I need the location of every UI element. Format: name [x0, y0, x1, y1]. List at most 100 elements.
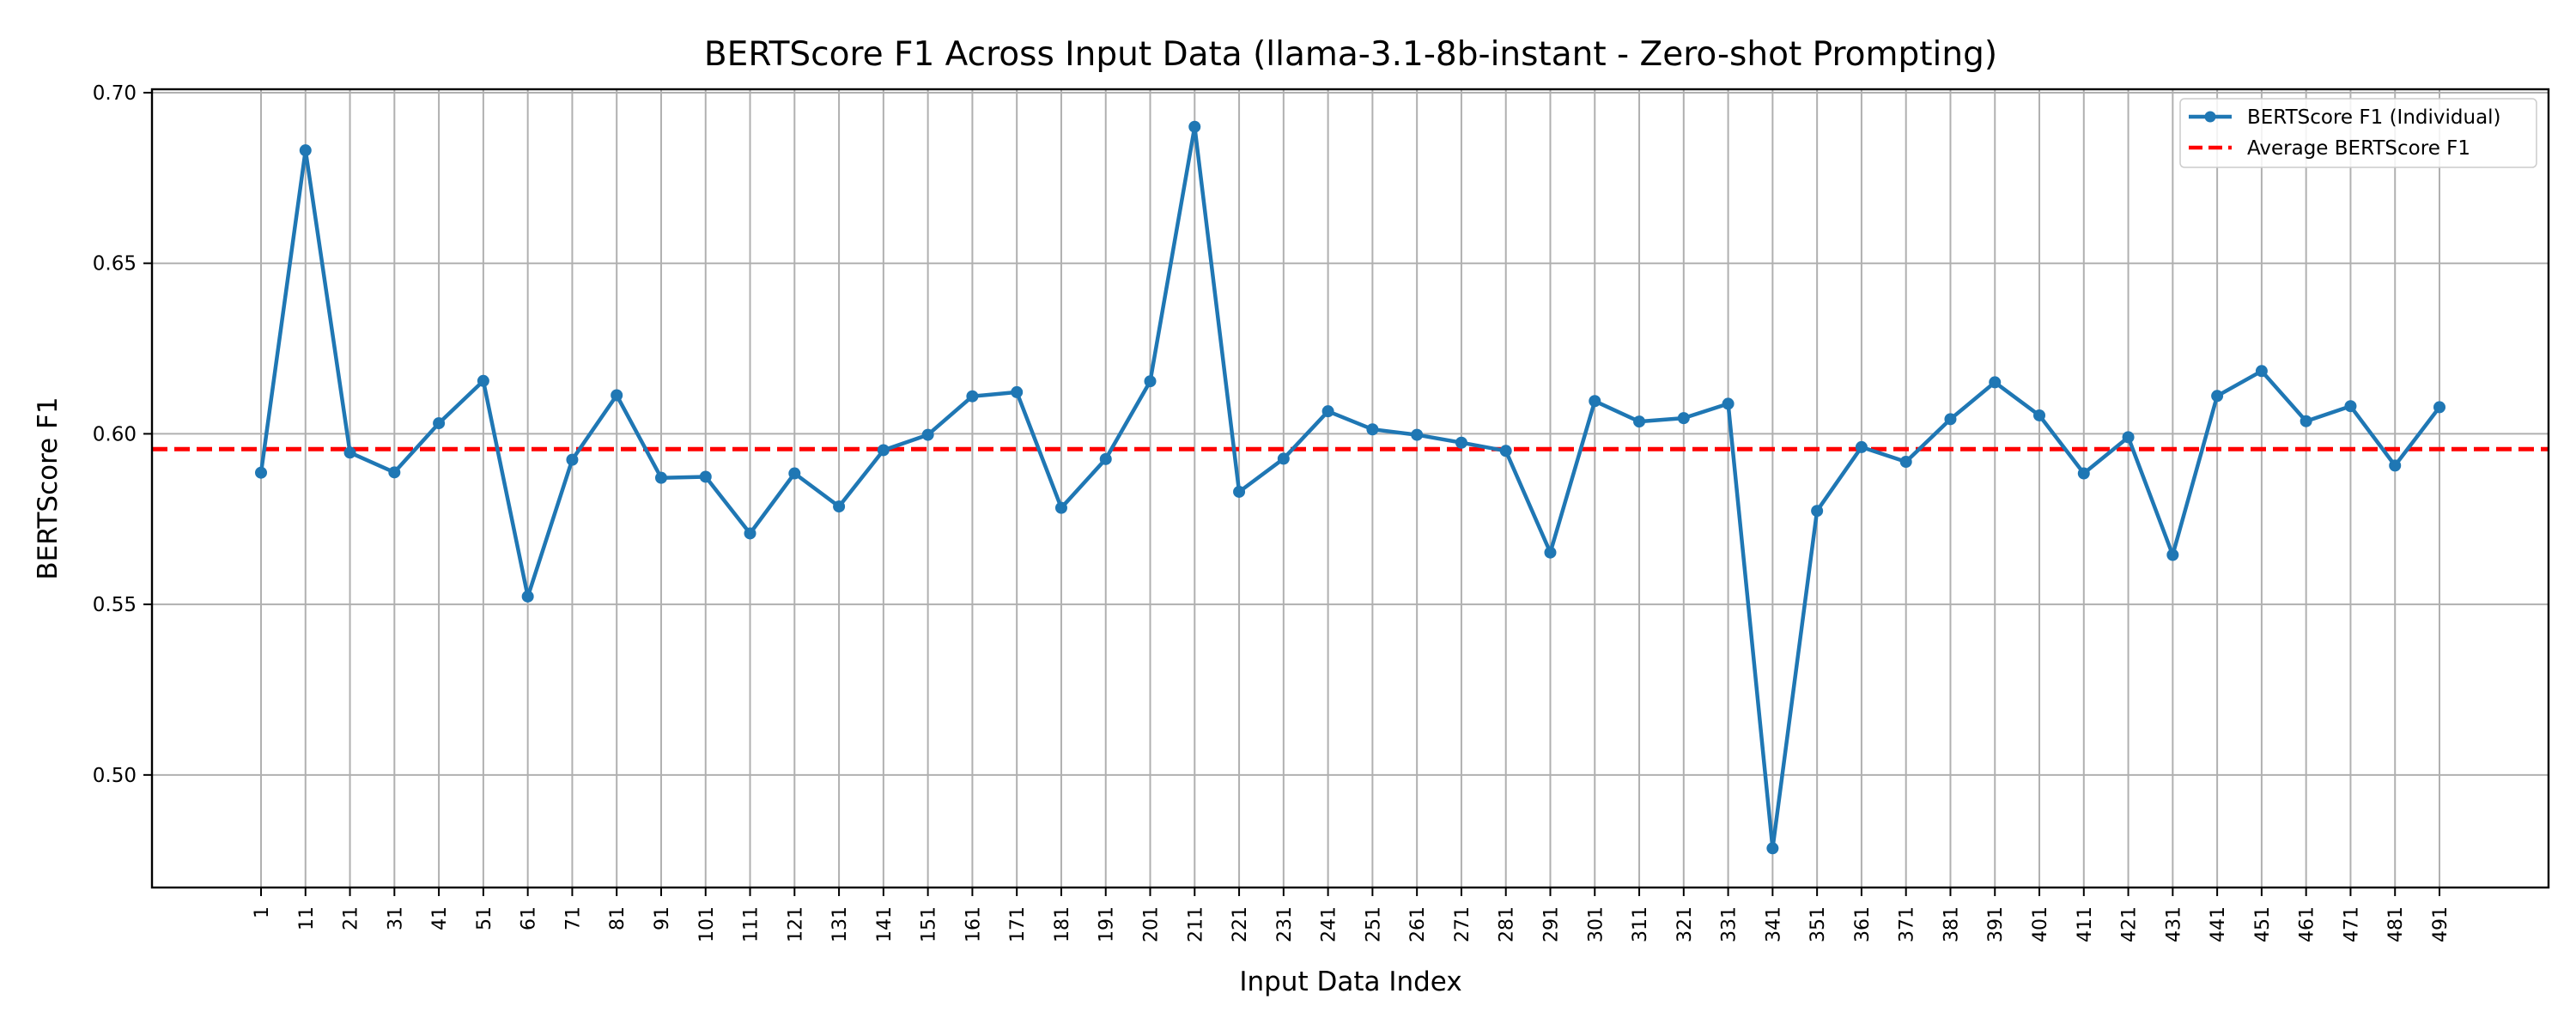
x-tick-label: 121 — [785, 906, 806, 942]
x-tick-label: 111 — [741, 906, 762, 942]
x-tick-label: 411 — [2075, 906, 2096, 942]
data-point — [1811, 505, 1824, 518]
data-point — [699, 470, 712, 483]
bertscore-individual-line — [258, 124, 2441, 851]
x-tick-label: 31 — [385, 906, 406, 930]
data-point — [1589, 395, 1601, 408]
x-tick-label: 491 — [2430, 906, 2451, 942]
x-tick-label: 181 — [1052, 906, 1073, 942]
x-tick-label: 71 — [562, 906, 584, 930]
x-tick-label: 271 — [1452, 906, 1473, 942]
x-tick-label: 91 — [652, 906, 673, 930]
data-point — [2300, 415, 2312, 427]
x-tick-label: 331 — [1719, 906, 1741, 942]
data-point — [2211, 390, 2224, 403]
x-tick-label: 471 — [2341, 906, 2362, 942]
x-tick-label: 481 — [2385, 906, 2407, 942]
data-point — [1944, 413, 1957, 426]
data-point — [388, 466, 401, 479]
y-tick-label: 0.50 — [93, 765, 137, 787]
data-point — [1989, 376, 2002, 389]
x-tick-label: 161 — [963, 906, 984, 942]
data-point — [1499, 445, 1512, 457]
data-point — [1855, 440, 1868, 453]
y-tick-label: 0.65 — [93, 253, 137, 276]
x-tick-label: 301 — [1585, 906, 1607, 942]
y-tick-label: 0.60 — [93, 423, 137, 445]
x-tick-label: 361 — [1852, 906, 1874, 942]
legend: BERTScore F1 (Individual) Average BERTSc… — [2179, 98, 2537, 168]
x-tick-label: 221 — [1230, 906, 1251, 942]
x-tick-label: 451 — [2252, 906, 2274, 942]
x-tick-label: 421 — [2119, 906, 2141, 942]
data-point — [343, 446, 356, 459]
data-point — [2255, 365, 2268, 378]
x-tick-label: 81 — [607, 906, 629, 930]
data-point — [433, 417, 446, 430]
legend-frame — [2179, 98, 2537, 168]
data-point — [1766, 842, 1779, 855]
legend-label-average: Average BERTScore F1 — [2247, 137, 2470, 160]
x-tick-label: 461 — [2297, 906, 2318, 942]
x-tick-label: 41 — [429, 906, 451, 930]
x-tick-label: 251 — [1363, 906, 1384, 942]
data-point — [255, 466, 267, 479]
y-tick-label: 0.70 — [93, 82, 137, 105]
x-tick-label: 341 — [1763, 906, 1784, 942]
x-tick-label: 1 — [252, 906, 273, 918]
x-tick-label: 431 — [2163, 906, 2184, 942]
x-tick-label: 231 — [1274, 906, 1296, 942]
x-tick-label: 51 — [474, 906, 495, 930]
data-point — [2077, 467, 2090, 480]
data-point — [611, 389, 623, 402]
data-point — [1677, 412, 1690, 425]
x-tick-label: 321 — [1674, 906, 1696, 942]
y-ticks: 0.50 0.55 0.60 0.65 0.70 — [93, 82, 152, 787]
data-point — [521, 590, 534, 603]
data-point — [2166, 548, 2179, 561]
data-point — [1633, 415, 1646, 428]
y-axis-label: BERTScore F1 — [33, 397, 64, 579]
x-tick-label: 391 — [1985, 906, 2007, 942]
data-point — [966, 390, 979, 403]
x-tick-label: 351 — [1807, 906, 1829, 942]
x-tick-label: 241 — [1319, 906, 1340, 942]
data-point — [1099, 452, 1112, 465]
data-point — [788, 467, 801, 480]
x-tick-label: 141 — [874, 906, 896, 942]
data-point — [1321, 405, 1334, 418]
x-ticks: 1 11 21 31 41 51 61 71 81 91 101 111 121 131 141 151 161… — [252, 888, 2451, 942]
data-point — [1188, 120, 1201, 133]
x-tick-label: 211 — [1185, 906, 1206, 942]
x-tick-label: 371 — [1897, 906, 1918, 942]
data-points — [255, 120, 2445, 855]
data-point — [1144, 375, 1157, 388]
x-axis-label: Input Data Index — [1239, 966, 1461, 997]
x-tick-label: 261 — [1407, 906, 1429, 942]
x-tick-label: 381 — [1941, 906, 1962, 942]
data-point — [2122, 431, 2135, 444]
data-point — [654, 471, 667, 484]
data-point — [1722, 397, 1735, 410]
data-point — [1455, 436, 1467, 449]
data-point — [1366, 423, 1379, 436]
x-tick-label: 171 — [1007, 906, 1029, 942]
data-point — [1411, 428, 1424, 441]
legend-label-individual: BERTScore F1 (Individual) — [2247, 106, 2501, 129]
x-tick-label: 131 — [829, 906, 851, 942]
data-point — [744, 527, 756, 540]
data-point — [1899, 456, 1912, 468]
plot-frame — [150, 88, 2550, 889]
data-point — [833, 500, 846, 513]
x-tick-label: 311 — [1630, 906, 1651, 942]
data-point — [1277, 452, 1290, 465]
data-point — [1011, 385, 1024, 398]
x-tick-label: 21 — [341, 906, 362, 930]
x-tick-label: 281 — [1497, 906, 1518, 942]
data-point — [1054, 501, 1067, 514]
data-point — [2344, 400, 2357, 413]
x-tick-label: 441 — [2208, 906, 2229, 942]
x-tick-label: 11 — [296, 906, 318, 930]
